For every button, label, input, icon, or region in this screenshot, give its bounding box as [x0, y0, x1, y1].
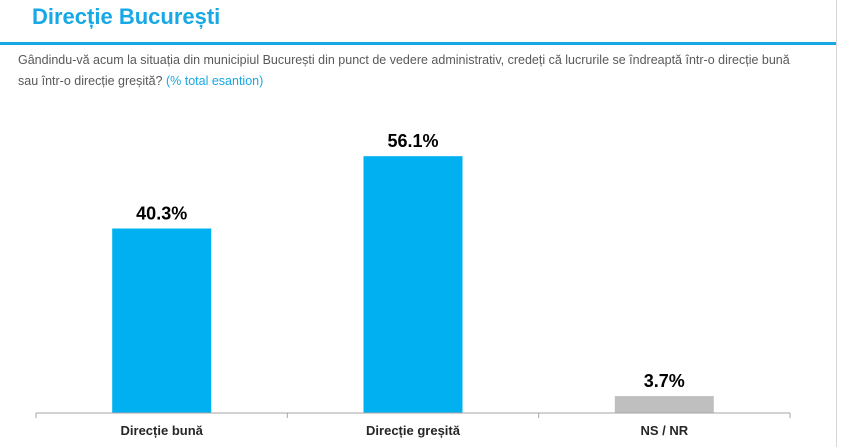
- bar: [112, 228, 212, 413]
- slide-border: [836, 0, 837, 447]
- category-label: NS / NR: [640, 423, 688, 438]
- bar: [614, 396, 714, 413]
- bar: [363, 156, 463, 413]
- data-label: 40.3%: [136, 204, 187, 224]
- category-label: Direcție bună: [121, 423, 204, 438]
- category-label: Direcție greșită: [366, 423, 461, 438]
- survey-question: Gândindu-vă acum la situația din municip…: [18, 50, 798, 92]
- sample-note: (% total esantion): [166, 74, 264, 88]
- question-text: Gândindu-vă acum la situația din municip…: [18, 53, 790, 88]
- data-label: 56.1%: [387, 131, 438, 151]
- title-divider: [0, 42, 836, 45]
- data-label: 3.7%: [644, 371, 685, 391]
- page-title: Direcție București: [32, 4, 221, 29]
